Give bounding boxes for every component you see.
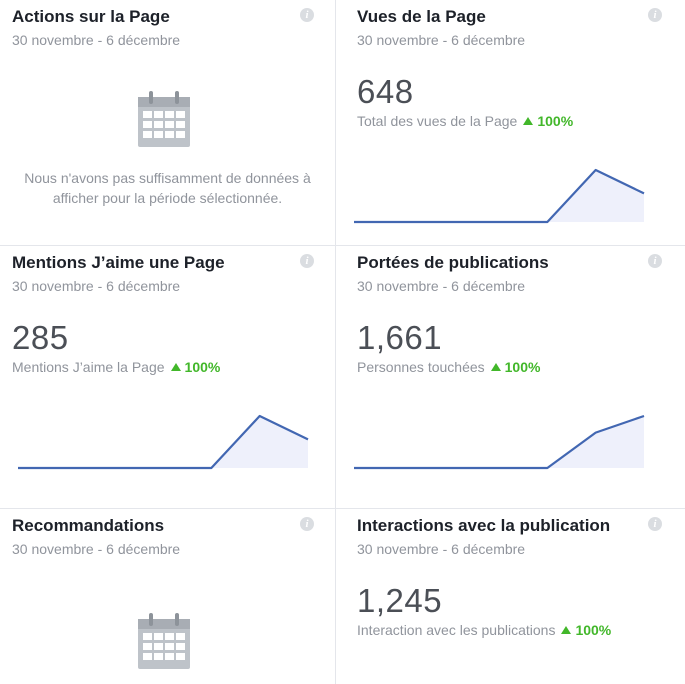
change-percent: 100%: [537, 113, 574, 129]
card-title[interactable]: Portées de publications: [357, 253, 549, 272]
metric-value: 285: [12, 319, 69, 356]
card-title[interactable]: Interactions avec la publication: [357, 516, 611, 535]
triangle-up-icon: [490, 363, 501, 371]
info-icon[interactable]: i: [648, 517, 662, 531]
card-page-likes[interactable]: Mentions J’aime une Page 30 novembre - 6…: [0, 246, 336, 509]
triangle-up-icon: [170, 363, 181, 371]
no-data-message: Nous n'avons pas suffisamment de données…: [24, 170, 311, 206]
date-range: 30 novembre - 6 décembre: [12, 541, 181, 557]
metric-label-row: Personnes touchées 100%: [357, 359, 540, 375]
metric-label-row: Mentions J’aime la Page 100%: [12, 359, 220, 375]
sparkline-chart: [18, 414, 309, 470]
metric-value: 1,661: [357, 319, 443, 356]
info-icon[interactable]: i: [300, 517, 314, 531]
card-title[interactable]: Recommandations: [12, 516, 165, 535]
card-post-reach[interactable]: Portées de publications 30 novembre - 6 …: [336, 246, 685, 509]
metric-value: 648: [357, 73, 414, 110]
calendar-icon: [138, 613, 190, 669]
date-range: 30 novembre - 6 décembre: [357, 278, 526, 294]
info-icon[interactable]: i: [648, 254, 662, 268]
metric-label: Personnes touchées: [357, 359, 485, 375]
change-percent: 100%: [504, 359, 541, 375]
sparkline-chart: [354, 168, 645, 224]
metric-label-row: Interaction avec les publications 100%: [357, 622, 611, 638]
sparkline-area: [547, 416, 644, 468]
metric-label: Mentions J’aime la Page: [12, 359, 165, 375]
sparkline-line: [354, 414, 645, 470]
sparkline-area: [211, 416, 308, 468]
info-icon[interactable]: i: [648, 8, 662, 22]
calendar-icon: [138, 91, 190, 147]
card-page-views[interactable]: Vues de la Page 30 novembre - 6 décembre…: [336, 0, 685, 246]
card-title[interactable]: Vues de la Page: [357, 7, 486, 26]
metric-label: Interaction avec les publications: [357, 622, 556, 638]
card-post-engagement[interactable]: Interactions avec la publication 30 nove…: [336, 509, 685, 684]
info-icon[interactable]: i: [300, 8, 314, 22]
date-range: 30 novembre - 6 décembre: [12, 32, 181, 48]
card-recommendations[interactable]: Recommandations 30 novembre - 6 décembre…: [0, 509, 336, 684]
triangle-up-icon: [561, 626, 572, 634]
date-range: 30 novembre - 6 décembre: [357, 541, 526, 557]
card-title[interactable]: Actions sur la Page: [12, 7, 170, 26]
card-page-actions[interactable]: Actions sur la Page 30 novembre - 6 déce…: [0, 0, 336, 246]
metric-label-row: Total des vues de la Page 100%: [357, 113, 573, 129]
change-percent: 100%: [575, 622, 612, 638]
sparkline-line: [18, 414, 309, 470]
metric-value: 1,245: [357, 582, 443, 619]
info-icon[interactable]: i: [300, 254, 314, 268]
sparkline-area: [547, 170, 644, 222]
sparkline-line: [354, 168, 645, 224]
date-range: 30 novembre - 6 décembre: [357, 32, 526, 48]
date-range: 30 novembre - 6 décembre: [12, 278, 181, 294]
sparkline-chart: [354, 414, 645, 470]
card-title[interactable]: Mentions J’aime une Page: [12, 253, 225, 272]
change-percent: 100%: [184, 359, 221, 375]
triangle-up-icon: [523, 117, 534, 125]
metric-label: Total des vues de la Page: [357, 113, 518, 129]
